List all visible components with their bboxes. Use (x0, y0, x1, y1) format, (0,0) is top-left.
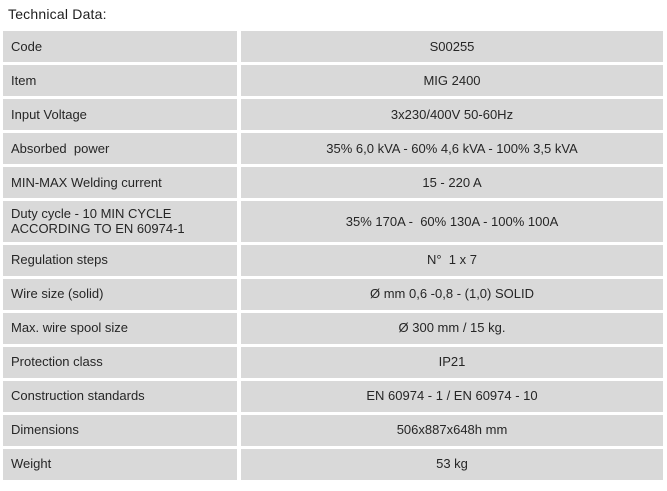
row-value: IP21 (241, 346, 663, 378)
row-value: Ø 300 mm / 15 kg. (241, 312, 663, 344)
row-label: Construction standards (3, 380, 237, 412)
row-value: MIG 2400 (241, 65, 663, 96)
technical-data-page: Technical Data: Code S00255 Item MIG 240… (3, 6, 663, 480)
technical-data-table: Code S00255 Item MIG 2400 Input Voltage … (3, 31, 663, 480)
row-value: 53 kg (241, 448, 663, 480)
row-label: Regulation steps (3, 244, 237, 276)
table-row-wire-size: Wire size (solid) Ø mm 0,6 -0,8 - (1,0) … (3, 278, 663, 310)
table-row-protection-class: Protection class IP21 (3, 346, 663, 378)
table-row-regulation-steps: Regulation steps N° 1 x 7 (3, 244, 663, 276)
row-value: 15 - 220 A (241, 167, 663, 198)
row-label: Absorbed power (3, 133, 237, 164)
row-value: 3x230/400V 50-60Hz (241, 99, 663, 130)
table-row-item: Item MIG 2400 (3, 65, 663, 96)
row-label: Code (3, 31, 237, 62)
row-label: Item (3, 65, 237, 96)
row-label: Duty cycle - 10 MIN CYCLE ACCORDING TO E… (3, 201, 237, 242)
page-title: Technical Data: (8, 6, 107, 22)
table-row-absorbed-power: Absorbed power 35% 6,0 kVA - 60% 4,6 kVA… (3, 133, 663, 164)
table-row-construction-standards: Construction standards EN 60974 - 1 / EN… (3, 380, 663, 412)
table-row-input-voltage: Input Voltage 3x230/400V 50-60Hz (3, 99, 663, 130)
row-value: EN 60974 - 1 / EN 60974 - 10 (241, 380, 663, 412)
row-value: 35% 6,0 kVA - 60% 4,6 kVA - 100% 3,5 kVA (241, 133, 663, 164)
table-row-duty-cycle: Duty cycle - 10 MIN CYCLE ACCORDING TO E… (3, 201, 663, 242)
table-row-dimensions: Dimensions 506x887x648h mm (3, 414, 663, 446)
row-label: Max. wire spool size (3, 312, 237, 344)
row-value: N° 1 x 7 (241, 244, 663, 276)
row-label: MIN-MAX Welding current (3, 167, 237, 198)
table-row-weight: Weight 53 kg (3, 448, 663, 480)
row-label: Dimensions (3, 414, 237, 446)
row-value: Ø mm 0,6 -0,8 - (1,0) SOLID (241, 278, 663, 310)
row-label: Wire size (solid) (3, 278, 237, 310)
row-label: Input Voltage (3, 99, 237, 130)
row-value: 35% 170A - 60% 130A - 100% 100A (241, 201, 663, 242)
table-row-wire-spool-size: Max. wire spool size Ø 300 mm / 15 kg. (3, 312, 663, 344)
table-row-welding-current: MIN-MAX Welding current 15 - 220 A (3, 167, 663, 198)
row-value: S00255 (241, 31, 663, 62)
table-row-code: Code S00255 (3, 31, 663, 62)
row-label: Protection class (3, 346, 237, 378)
row-label: Weight (3, 448, 237, 480)
row-value: 506x887x648h mm (241, 414, 663, 446)
